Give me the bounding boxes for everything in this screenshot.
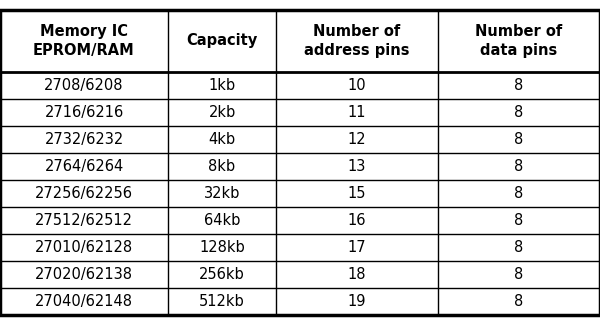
Text: Number of
data pins: Number of data pins (475, 24, 563, 58)
Text: Capacity: Capacity (187, 33, 257, 48)
Text: 8: 8 (514, 159, 524, 174)
Text: 17: 17 (347, 240, 367, 255)
Text: Memory IC
EPROM/RAM: Memory IC EPROM/RAM (33, 24, 135, 58)
Text: Number of
address pins: Number of address pins (304, 24, 410, 58)
Text: 19: 19 (348, 294, 366, 309)
Text: 8kb: 8kb (208, 159, 236, 174)
Text: 8: 8 (514, 240, 524, 255)
Text: 15: 15 (348, 186, 366, 201)
Text: 8: 8 (514, 78, 524, 93)
Text: 2716/6216: 2716/6216 (44, 105, 124, 120)
Text: 128kb: 128kb (199, 240, 245, 255)
Text: 2732/6232: 2732/6232 (44, 132, 124, 147)
Text: 27512/62512: 27512/62512 (35, 213, 133, 228)
Text: 27020/62138: 27020/62138 (35, 267, 133, 282)
Text: 32kb: 32kb (204, 186, 240, 201)
Text: 64kb: 64kb (204, 213, 240, 228)
Text: 27040/62148: 27040/62148 (35, 294, 133, 309)
Text: 2764/6264: 2764/6264 (44, 159, 124, 174)
Text: 8: 8 (514, 267, 524, 282)
Text: 8: 8 (514, 132, 524, 147)
Text: 10: 10 (347, 78, 367, 93)
Text: 8: 8 (514, 213, 524, 228)
Text: 27256/62256: 27256/62256 (35, 186, 133, 201)
Text: 13: 13 (348, 159, 366, 174)
Text: 512kb: 512kb (199, 294, 245, 309)
Text: 256kb: 256kb (199, 267, 245, 282)
Text: 2708/6208: 2708/6208 (44, 78, 124, 93)
Text: 27010/62128: 27010/62128 (35, 240, 133, 255)
Text: 18: 18 (348, 267, 366, 282)
Text: 8: 8 (514, 294, 524, 309)
Text: 1kb: 1kb (208, 78, 236, 93)
Text: 12: 12 (347, 132, 367, 147)
Text: 8: 8 (514, 105, 524, 120)
Text: 16: 16 (348, 213, 366, 228)
Text: 2kb: 2kb (208, 105, 236, 120)
Text: 4kb: 4kb (208, 132, 236, 147)
Text: 11: 11 (348, 105, 366, 120)
Text: 8: 8 (514, 186, 524, 201)
